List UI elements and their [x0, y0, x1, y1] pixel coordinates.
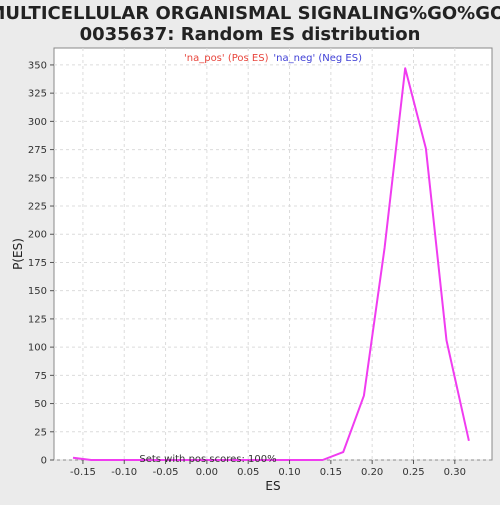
- y-tick-label: 275: [28, 145, 47, 156]
- y-tick-label: 125: [28, 314, 47, 325]
- legend-entry-pos: 'na_pos' (Pos ES): [184, 53, 269, 64]
- chart-title-line-2: 0035637: Random ES distribution: [80, 24, 421, 45]
- plot-area: [53, 47, 493, 461]
- x-tick-label: 0.25: [402, 467, 424, 478]
- x-tick-label: 0.15: [320, 467, 342, 478]
- y-tick-label: 0: [41, 456, 47, 467]
- y-tick-label: 300: [28, 117, 47, 128]
- x-tick-label: -0.15: [70, 467, 96, 478]
- x-axis-label: ES: [265, 479, 280, 493]
- x-tick-label: -0.05: [153, 467, 179, 478]
- y-tick-label: 325: [28, 89, 47, 100]
- y-tick-label: 75: [34, 371, 47, 382]
- y-tick-label: 100: [28, 343, 47, 354]
- es-distribution-line: [72, 67, 470, 461]
- axes: 0 25 50 75 100 125 150 175 200 225 250 275 300 325 350…: [28, 60, 466, 478]
- x-tick-label: 0.00: [196, 467, 218, 478]
- x-tick-label: 0.20: [361, 467, 383, 478]
- y-tick-label: 350: [28, 60, 47, 71]
- y-tick-label: 150: [28, 286, 47, 297]
- y-tick-label: 200: [28, 230, 47, 241]
- y-tick-label: 175: [28, 258, 47, 269]
- legend: 'na_pos' (Pos ES) 'na_neg' (Neg ES): [184, 53, 362, 64]
- y-axis-label: P(ES): [11, 238, 25, 270]
- y-tick-label: 50: [34, 399, 47, 410]
- x-tick-label: 0.05: [237, 467, 259, 478]
- y-tick-label: 250: [28, 173, 47, 184]
- x-tick-label: -0.10: [111, 467, 137, 478]
- y-tick-label: 225: [28, 202, 47, 213]
- legend-entry-neg: 'na_neg' (Neg ES): [273, 53, 362, 64]
- chart-title-line-1: MULTICELLULAR ORGANISMAL SIGNALING%GO%GO…: [0, 3, 500, 24]
- annotation-pos-scores: Sets with pos scores: 100%: [139, 454, 276, 465]
- x-tick-label: 0.10: [278, 467, 300, 478]
- x-tick-label: 0.30: [444, 467, 466, 478]
- y-tick-label: 25: [34, 427, 47, 438]
- series-layer: [72, 67, 470, 461]
- grid: [54, 48, 492, 461]
